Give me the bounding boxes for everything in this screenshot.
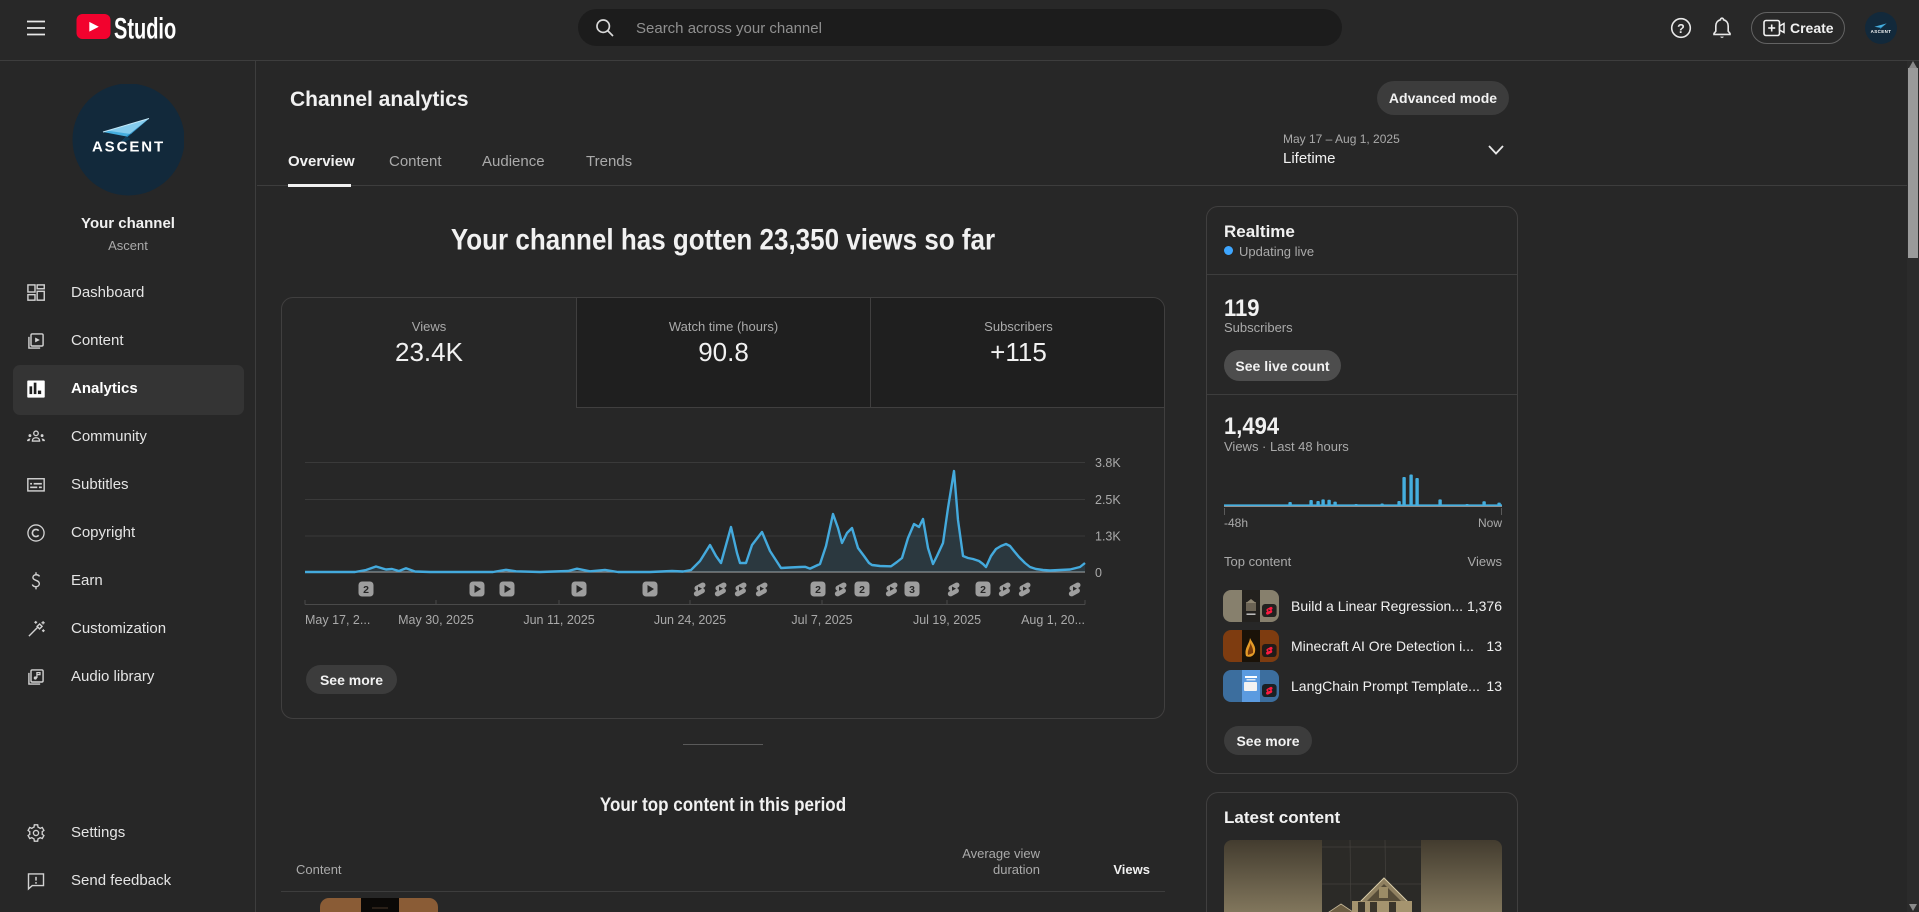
svg-text:May 17, 2...: May 17, 2... — [305, 613, 370, 627]
svg-text:ASCENT: ASCENT — [92, 139, 165, 156]
svg-text:Jun 24, 2025: Jun 24, 2025 — [654, 613, 726, 627]
svg-text:3.8K: 3.8K — [1095, 456, 1121, 470]
svg-text:Aug 1, 20...: Aug 1, 20... — [1021, 613, 1085, 627]
svg-text:1.3K: 1.3K — [1095, 530, 1121, 544]
svg-text:May 30, 2025: May 30, 2025 — [398, 613, 474, 627]
svg-text:Jun 11, 2025: Jun 11, 2025 — [523, 613, 594, 627]
svg-text:3: 3 — [909, 584, 915, 596]
svg-text:ASCENT: ASCENT — [1871, 29, 1892, 34]
svg-text:2.5K: 2.5K — [1095, 493, 1121, 507]
svg-text:2: 2 — [859, 584, 865, 596]
svg-text:2: 2 — [980, 584, 986, 596]
svg-text:Studio: Studio — [114, 14, 176, 42]
svg-text:Jul 19, 2025: Jul 19, 2025 — [913, 613, 981, 627]
svg-text:?: ? — [1677, 22, 1685, 36]
svg-text:2: 2 — [815, 584, 821, 596]
svg-text:2: 2 — [363, 584, 369, 596]
svg-text:0: 0 — [1095, 566, 1102, 580]
svg-text:Jul 7, 2025: Jul 7, 2025 — [791, 613, 852, 627]
